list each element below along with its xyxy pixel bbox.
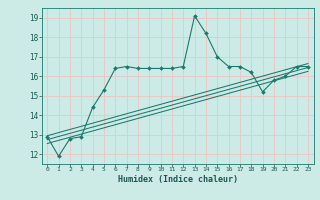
X-axis label: Humidex (Indice chaleur): Humidex (Indice chaleur) — [118, 175, 237, 184]
